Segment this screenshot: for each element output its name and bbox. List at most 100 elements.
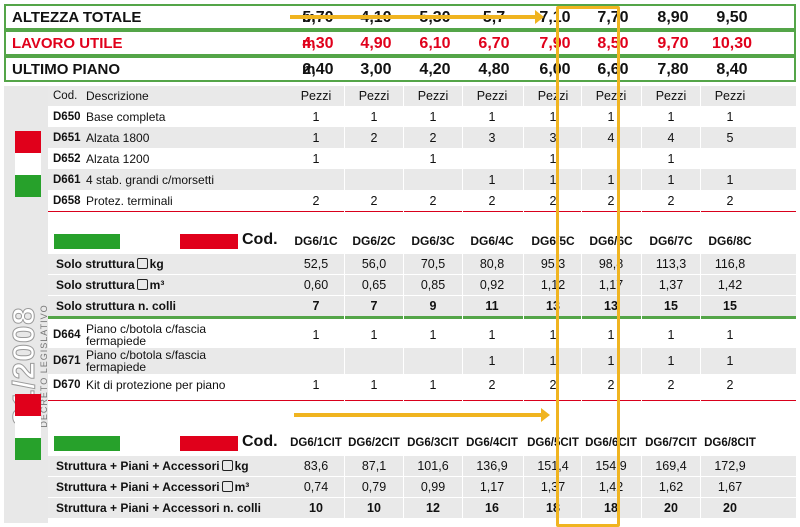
model-code: DG6/5C: [531, 234, 575, 248]
red-block: [180, 436, 238, 451]
top-row-value: 3,00: [360, 61, 392, 78]
model-code: DG6/2CIT: [348, 437, 400, 449]
table-cell: 151,4: [537, 459, 569, 473]
table-cell: 1: [429, 328, 437, 342]
cod-label: Cod.: [242, 231, 278, 248]
model-code: DG6/3CIT: [407, 437, 459, 449]
floor-row: D664 Piano c/botola c/fascia fermapiede 1 1…: [48, 322, 796, 348]
section1-header: Cod. Descrizione Pezzi Pezzi Pezzi Pezzi Pezzi…: [48, 86, 796, 106]
summary-text: Solo struttura: [56, 257, 135, 271]
table-cell: 1: [429, 151, 437, 166]
model-code: DG6/4C: [470, 234, 514, 248]
table-cell: 1,62: [658, 480, 684, 494]
table-cell: 7: [370, 299, 378, 313]
model-code: DG6/8C: [708, 234, 752, 248]
item-code: D650: [53, 110, 81, 123]
summary-row: Struttura + Piani + Accessori n. colli 10…: [48, 498, 796, 519]
table-cell: 1: [488, 354, 496, 368]
header-desc: Descrizione: [86, 89, 149, 103]
table-cell: 2: [549, 193, 557, 208]
table-cell: 2: [488, 193, 496, 208]
top-row-value: 9,70: [657, 35, 689, 52]
table-cell: 169,4: [655, 459, 687, 473]
summary-row: Solo struttura m³ 0,60 0,65 0,85 0,92 1,12 1,17…: [48, 275, 796, 296]
table-cell: 4: [607, 130, 615, 145]
table-cell: 1: [429, 109, 437, 124]
table-cell: 1: [549, 172, 557, 187]
table-cell: 1: [370, 109, 378, 124]
table-cell: 136,9: [476, 459, 508, 473]
top-row-value: 6,00: [539, 61, 571, 78]
green-block: [54, 234, 120, 249]
table-cell: 1: [488, 328, 496, 342]
column-separator: [403, 86, 404, 523]
column-separator: [344, 86, 345, 523]
top-row-value: 10,30: [711, 35, 753, 52]
model-code: DG6/7C: [649, 234, 693, 248]
top-row-value: 7,70: [597, 9, 629, 26]
summary-text: Struttura + Piani + Accessori n. colli: [56, 501, 261, 515]
table-cell: 0,79: [361, 480, 387, 494]
item-code: D671: [53, 355, 81, 367]
side-column: 81/2008 DECRETO LEGISLATIVO: [4, 86, 49, 523]
summary-row: Solo struttura n. colli 7 7 9 11 13 13 15 15: [48, 296, 796, 317]
table-cell: 11: [485, 299, 499, 313]
table-cell: 1,42: [598, 480, 624, 494]
header-pezzi: Pezzi: [714, 89, 746, 103]
model-code: DG6/1C: [294, 234, 338, 248]
top-row-value: 8,40: [716, 61, 748, 78]
model-code: DG6/2C: [352, 234, 396, 248]
top-row-label: LAVORO UTILE: [12, 34, 123, 52]
table-cell: 1,17: [479, 480, 505, 494]
red-block: [180, 234, 238, 249]
model-code: DG6/6C: [589, 234, 633, 248]
table-cell: 1: [667, 172, 675, 187]
unit-text: m³: [149, 278, 165, 292]
package-icon: [221, 460, 233, 471]
header-cod: Cod.: [53, 90, 78, 102]
table-cell: 1: [429, 378, 437, 392]
table-cell: 1: [607, 328, 615, 342]
table-cell: 1,12: [540, 278, 566, 292]
item-code: D664: [53, 329, 81, 341]
table-cell: 1: [312, 328, 320, 342]
table-cell: 1: [667, 328, 675, 342]
header-pezzi: Pezzi: [300, 89, 332, 103]
summary-label: Struttura + Piani + Accessori m³: [48, 480, 328, 494]
table-cell: 83,6: [303, 459, 329, 473]
table-cell: 13: [604, 299, 618, 313]
table-cell: 113,3: [655, 257, 687, 271]
top-row-value: 8,90: [657, 9, 689, 26]
italian-flag-bottom: [15, 394, 41, 460]
top-row-value: 6,10: [419, 35, 451, 52]
table-cell: 0,99: [420, 480, 446, 494]
section2-header: Cod. DG6/1C DG6/2C DG6/3C DG6/4C DG6/5C DG6/6C…: [48, 230, 796, 252]
table-cell: 2: [429, 193, 437, 208]
table-cell: 87,1: [361, 459, 387, 473]
green-block: [54, 436, 120, 451]
table-cell: 16: [485, 501, 499, 515]
table-cell: 0,74: [303, 480, 329, 494]
table-cell: 1: [312, 109, 320, 124]
top-row-value: 9,50: [716, 9, 748, 26]
table-cell: 56,0: [361, 257, 387, 271]
table-cell: 1: [312, 130, 320, 145]
table-cell: 10: [367, 501, 381, 515]
table-cell: 13: [546, 299, 560, 313]
item-code: D670: [53, 379, 81, 391]
table-cell: 2: [667, 378, 675, 392]
table-cell: 1: [667, 354, 675, 368]
table-cell: 2: [370, 193, 378, 208]
table-cell: 3: [488, 130, 496, 145]
table-cell: 1: [549, 328, 557, 342]
top-row-value: 4,90: [360, 35, 392, 52]
item-description: Alzata 1800: [86, 130, 150, 145]
item-description: 4 stab. grandi c/morsetti: [86, 172, 215, 187]
arrow-top: [290, 10, 544, 24]
table-cell: 1: [370, 378, 378, 392]
table-cell: 1: [667, 109, 675, 124]
table-cell: 1,37: [540, 480, 566, 494]
table-cell: 10: [309, 501, 323, 515]
summary-label: Solo struttura n. colli: [48, 299, 328, 313]
item-row: D650 Base completa 1 1 1 1 1 1 1 1: [48, 106, 796, 127]
